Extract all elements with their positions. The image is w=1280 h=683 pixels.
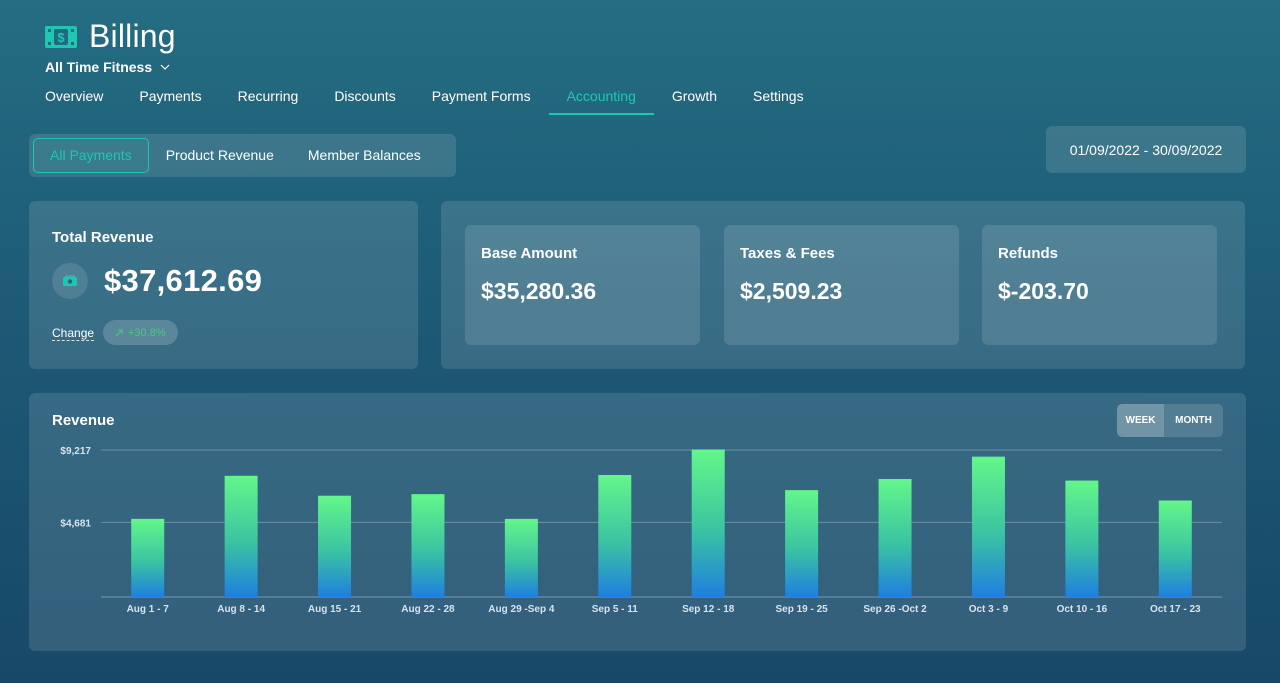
- page-header: $ Billing All Time Fitness: [45, 18, 176, 75]
- org-name: All Time Fitness: [45, 59, 153, 75]
- subtab-member-balances[interactable]: Member Balances: [307, 147, 421, 163]
- tab-discounts[interactable]: Discounts: [334, 88, 396, 104]
- tab-payments[interactable]: Payments: [139, 88, 202, 104]
- x-tick-label: Aug 8 - 14: [217, 604, 265, 615]
- revenue-bar[interactable]: [971, 456, 1005, 597]
- chevron-down-icon: [160, 64, 170, 70]
- x-tick-label: Sep 19 - 25: [775, 604, 828, 615]
- refunds-label: Refunds: [998, 245, 1058, 262]
- y-tick-label: $4,681: [60, 518, 91, 529]
- revenue-chart-card: $4,681 $9,217 Aug 1 - 7 Aug 8 - 14 Aug 15 - …: [29, 393, 1246, 651]
- revenue-bar[interactable]: [318, 495, 352, 597]
- money-bill-icon: $: [45, 25, 77, 48]
- y-tick-label: $9,217: [60, 446, 91, 457]
- month-toggle-button[interactable]: MONTH: [1175, 415, 1212, 426]
- revenue-bar[interactable]: [598, 474, 632, 597]
- base-amount-box: Base Amount $35,280.36: [465, 225, 700, 345]
- x-tick-label: Oct 10 - 16: [1057, 604, 1108, 615]
- page-title: Billing: [89, 18, 176, 54]
- tab-overview[interactable]: Overview: [45, 88, 104, 104]
- revenue-bar[interactable]: [878, 478, 912, 597]
- x-tick-label: Aug 22 - 28: [401, 604, 455, 615]
- title-row: $ Billing: [45, 18, 176, 55]
- x-tick-label: Sep 5 - 11: [592, 604, 639, 615]
- x-tick-label: Aug 29 -Sep 4: [488, 604, 555, 615]
- revenue-chart: $4,681 $9,217 Aug 1 - 7 Aug 8 - 14 Aug 15 - …: [60, 446, 1222, 615]
- x-tick-label: Sep 12 - 18: [682, 604, 735, 615]
- accounting-subtabs: All Payments Product Revenue Member Bala…: [29, 134, 456, 177]
- change-label[interactable]: Change: [52, 326, 95, 341]
- refunds-box: Refunds $-203.70: [982, 225, 1217, 345]
- total-revenue-label: Total Revenue: [52, 229, 154, 246]
- base-amount-label: Base Amount: [481, 245, 578, 262]
- tab-payment-forms[interactable]: Payment Forms: [431, 88, 531, 104]
- x-tick-label: Sep 26 -Oct 2: [863, 604, 927, 615]
- change-value: +30.8%: [128, 326, 166, 339]
- base-amount-value: $35,280.36: [481, 278, 597, 304]
- x-tick-label: Oct 17 - 23: [1150, 604, 1201, 615]
- revenue-bar[interactable]: [504, 518, 538, 597]
- cash-icon: [52, 263, 88, 299]
- period-toggle: WEEK MONTH: [1117, 404, 1223, 437]
- revenue-bar[interactable]: [1158, 500, 1192, 597]
- tab-growth[interactable]: Growth: [671, 88, 717, 104]
- tab-recurring[interactable]: Recurring: [237, 88, 299, 104]
- subtab-product-revenue[interactable]: Product Revenue: [165, 147, 274, 163]
- tab-settings[interactable]: Settings: [753, 88, 804, 104]
- x-tick-label: Aug 1 - 7: [127, 604, 170, 615]
- subtab-all-payments[interactable]: All Payments: [33, 138, 149, 173]
- main-nav: Overview Payments Recurring Discounts Pa…: [27, 80, 822, 115]
- taxes-fees-value: $2,509.23: [740, 278, 843, 304]
- taxes-fees-box: Taxes & Fees $2,509.23: [724, 225, 959, 345]
- revenue-breakdown-card: Base Amount $35,280.36 Taxes & Fees $2,5…: [441, 201, 1245, 369]
- revenue-bar[interactable]: [131, 518, 165, 597]
- org-selector[interactable]: All Time Fitness: [45, 59, 176, 75]
- week-toggle-button[interactable]: WEEK: [1117, 404, 1164, 437]
- arrow-up-right-icon: [115, 328, 123, 336]
- total-revenue-card: Total Revenue $37,612.69 Change +30.8%: [29, 201, 418, 369]
- chart-title: Revenue: [52, 412, 115, 429]
- x-tick-label: Aug 15 - 21: [308, 604, 362, 615]
- date-range-picker[interactable]: 01/09/2022 - 30/09/2022: [1046, 126, 1246, 173]
- tab-accounting[interactable]: Accounting: [548, 80, 655, 115]
- svg-text:$: $: [57, 30, 65, 45]
- revenue-bar[interactable]: [785, 490, 819, 597]
- change-badge: +30.8%: [103, 320, 178, 345]
- taxes-fees-label: Taxes & Fees: [740, 245, 835, 262]
- total-revenue-value: $37,612.69: [104, 263, 263, 298]
- revenue-bar[interactable]: [411, 494, 445, 597]
- x-tick-label: Oct 3 - 9: [969, 604, 1009, 615]
- revenue-bar[interactable]: [224, 475, 258, 597]
- revenue-bar[interactable]: [691, 449, 725, 597]
- refunds-value: $-203.70: [998, 278, 1089, 304]
- revenue-bar[interactable]: [1065, 480, 1099, 597]
